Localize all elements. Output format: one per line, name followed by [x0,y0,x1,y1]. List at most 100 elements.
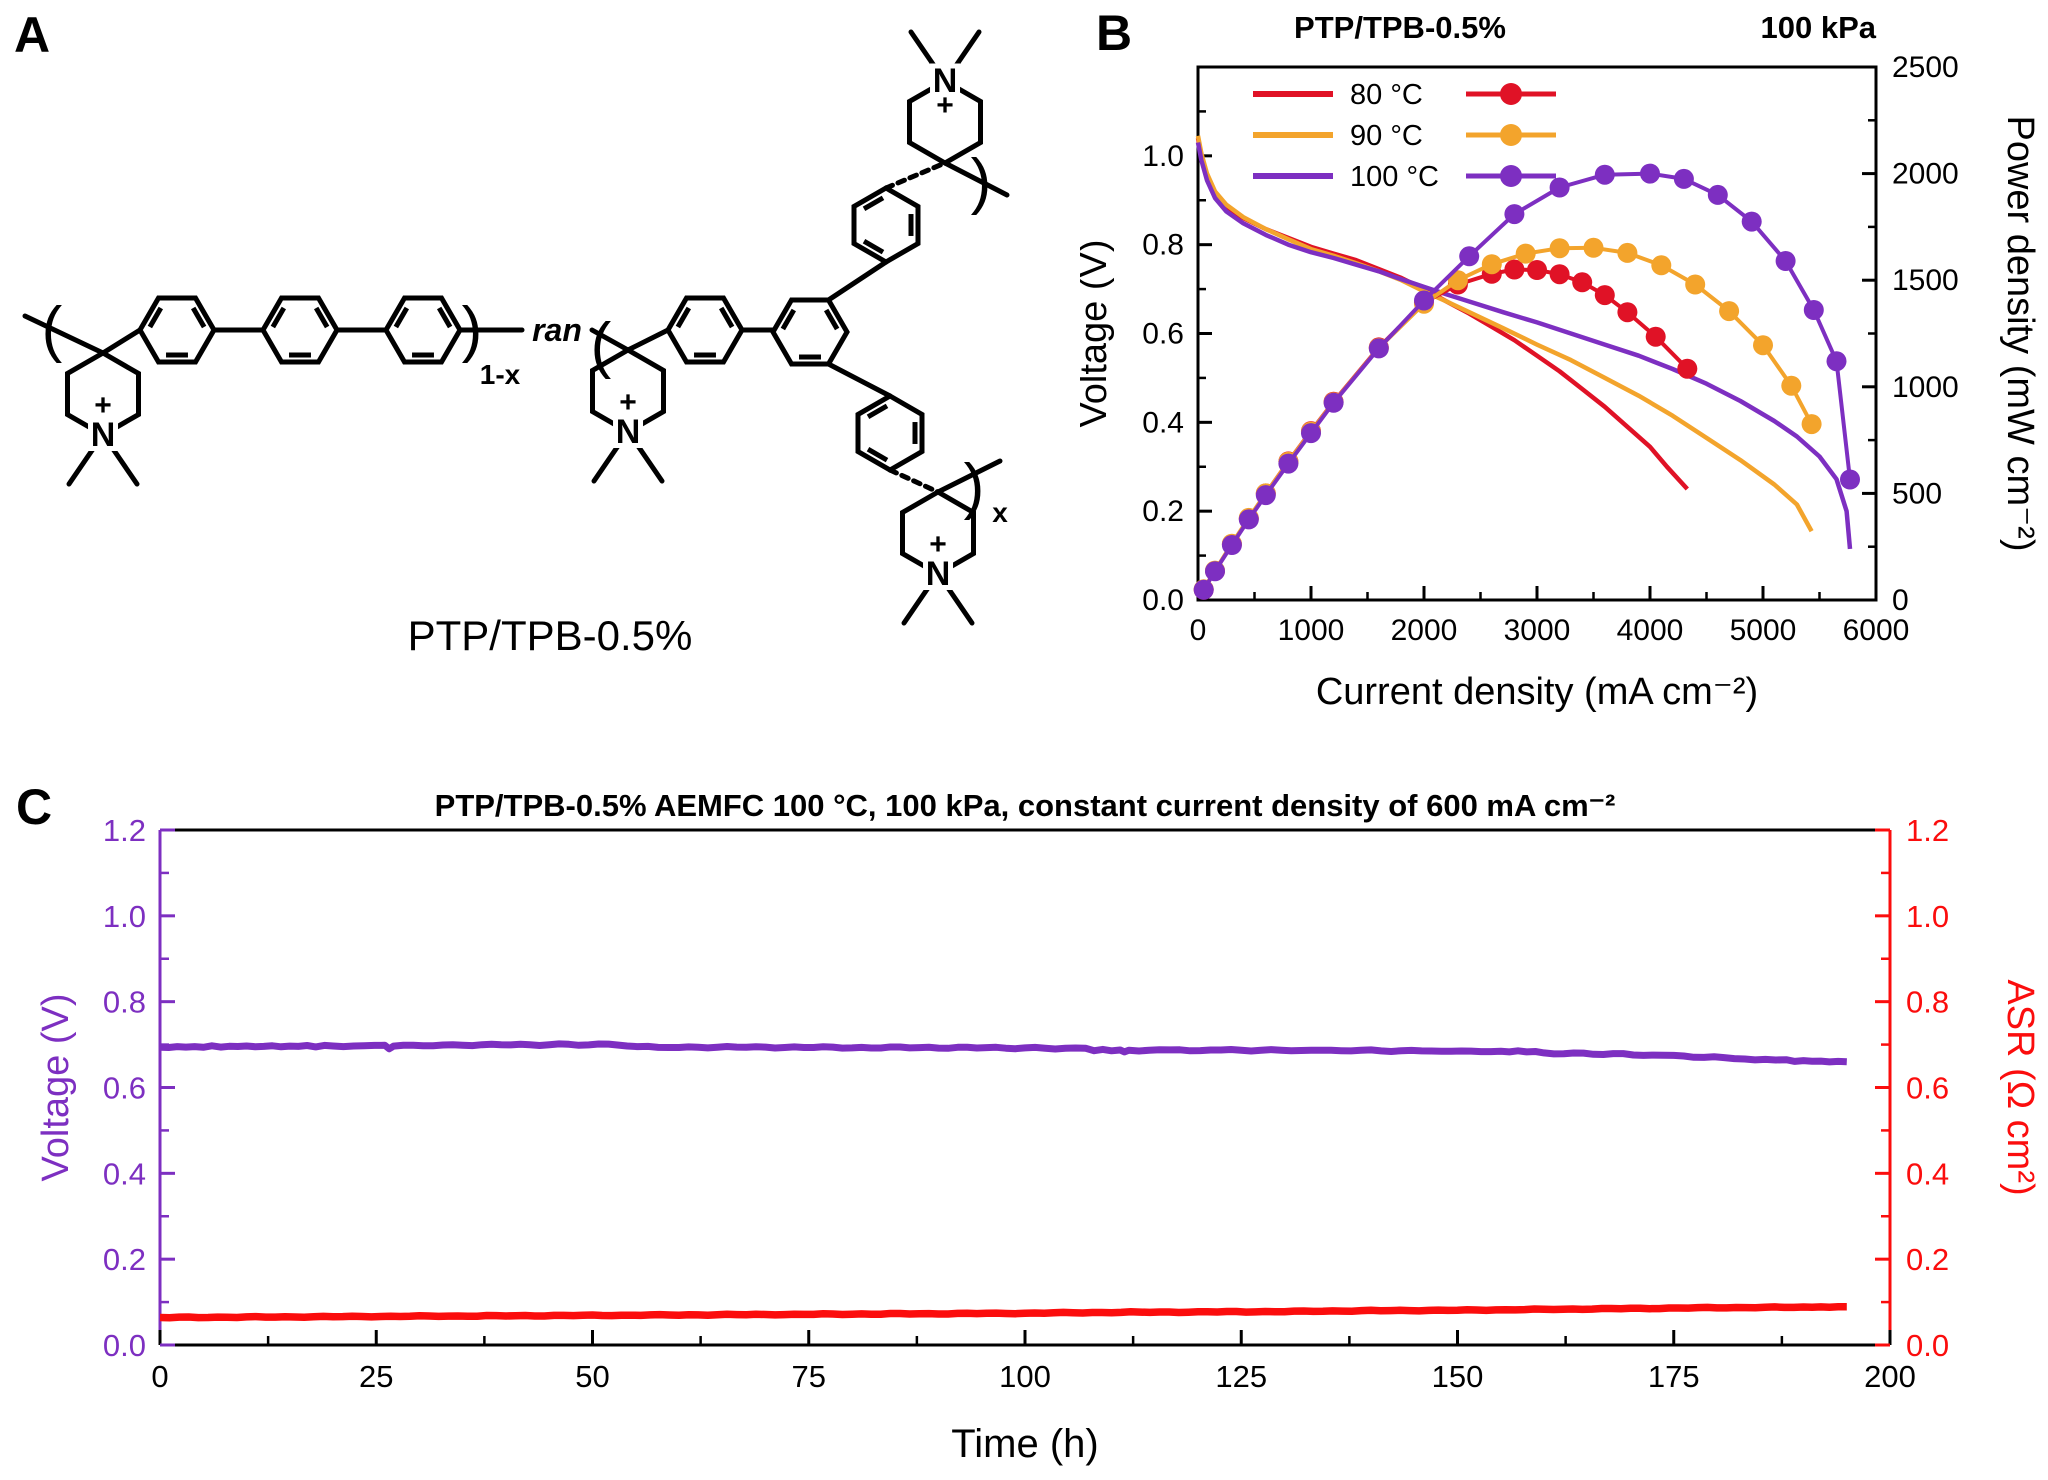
bond [589,327,631,353]
svg-text:1.2: 1.2 [103,813,146,848]
double-bond [270,306,287,329]
double-bond [393,306,410,329]
double-bond [313,306,330,329]
panel-a-label: A [14,7,51,63]
piperidinium-ring [900,489,976,577]
legend-label: 100 °C [1350,161,1439,193]
positive-charge-label: + [619,386,637,419]
svg-text:2500: 2500 [1892,51,1959,84]
bond [633,440,665,484]
subscript-x: x [992,497,1008,528]
x-axis-title: Current density (mA cm⁻²) [1316,671,1758,713]
y-right-axis-title: Power density (mW cm⁻²) [1999,116,2041,552]
benzene-ring [383,295,463,365]
bond [950,29,982,73]
x-axis-title: Time (h) [951,1422,1098,1466]
bond [942,160,1010,198]
nitrogen-atom-label: N [91,416,116,454]
svg-text:200: 200 [1864,1359,1916,1394]
close-bracket: ) [971,147,992,216]
panel-c-label: C [16,779,53,835]
bond [625,327,671,353]
bond [826,361,893,399]
y-right-axis-title: ASR (Ω cm²) [1999,979,2041,1195]
nitrogen-atom-label: N [616,413,641,451]
benzene-ring [855,393,925,473]
svg-text:1000: 1000 [1892,371,1959,404]
svg-text:0.0: 0.0 [103,1328,146,1363]
curve-100-c-power-density [1193,163,1860,600]
curve-80-c-power-density [1193,259,1698,600]
benzene-ring [665,295,745,365]
svg-text:0: 0 [151,1359,168,1394]
subscript-1-x: 1-x [480,359,521,390]
benzene-ring [137,295,217,365]
bond [66,443,98,487]
nitrogen-atom-label: N [933,62,958,100]
svg-text:50: 50 [575,1359,609,1394]
double-bond [862,238,885,255]
svg-text:0.6: 0.6 [1906,1071,1949,1106]
molecule-name-label: PTP/TPB-0.5% [407,612,693,659]
svg-text:0.6: 0.6 [103,1071,146,1106]
svg-text:0.0: 0.0 [1906,1328,1949,1363]
benzene-ring [770,297,850,367]
axis-tick-labels: 0 1000 2000 3000 4000 5000 60000.00.20.40.60.8… [1142,51,1958,647]
benzene-ring [851,185,921,265]
panel-c-title: PTP/TPB-0.5% AEMFC 100 °C, 100 kPa, cons… [435,788,1616,823]
panel-b-condition: 100 kPa [1761,10,1877,45]
open-bracket: ( [42,295,63,364]
svg-text:0.2: 0.2 [1906,1242,1949,1277]
curve-80-c-polarization [1195,137,1689,491]
double-bond [675,306,692,329]
double-bond [866,403,889,420]
curve-90-c-power-density [1193,237,1822,600]
svg-text:0.4: 0.4 [1906,1156,1949,1191]
double-bond [190,306,207,329]
y-left-axis-title: Voltage (V) [35,994,77,1182]
svg-text:1.0: 1.0 [1906,899,1949,934]
svg-text:1.2: 1.2 [1906,813,1949,848]
svg-text:0.6: 0.6 [1142,318,1184,351]
y-left-axis-title: Voltage (V) [1080,240,1115,428]
svg-text:0.4: 0.4 [1142,406,1184,439]
panel-b-title: PTP/TPB-0.5% [1294,10,1506,45]
svg-text:0.2: 0.2 [1142,495,1184,528]
svg-text:100: 100 [999,1359,1051,1394]
nitrogen-atom-label: N [926,555,951,593]
bond [908,29,940,73]
svg-text:0.0: 0.0 [1142,584,1184,617]
svg-text:175: 175 [1648,1359,1700,1394]
open-bracket: ( [591,311,612,380]
svg-text:5000: 5000 [1730,614,1797,647]
legend-label: 80 °C [1350,79,1423,111]
close-bracket: ) [462,295,483,364]
bond [826,259,889,303]
bond [22,313,106,356]
bond [935,458,1003,495]
svg-text:0: 0 [1892,584,1909,617]
svg-text:4000: 4000 [1617,614,1684,647]
svg-text:0.8: 0.8 [1142,229,1184,262]
bond [108,443,140,487]
svg-text:1.0: 1.0 [103,899,146,934]
bond [591,440,623,484]
trace-cell-voltage [159,1040,1847,1066]
close-bracket: ) [964,452,985,521]
panel-b-chart: 0 1000 2000 3000 4000 5000 60000.00.20.40.60.8… [1080,10,2041,713]
svg-text:25: 25 [359,1359,393,1394]
double-bond [866,446,889,463]
bond [887,467,941,495]
svg-text:0: 0 [1190,614,1207,647]
svg-text:0.8: 0.8 [103,985,146,1020]
svg-text:500: 500 [1892,477,1942,510]
double-bond [780,308,797,331]
double-bond [718,306,735,329]
piperidinium-ring [907,78,983,166]
positive-charge-label: + [936,89,954,122]
piperidinium-ring [65,350,141,438]
svg-text:125: 125 [1215,1359,1267,1394]
double-bond [147,306,164,329]
svg-text:1.0: 1.0 [1142,140,1184,173]
